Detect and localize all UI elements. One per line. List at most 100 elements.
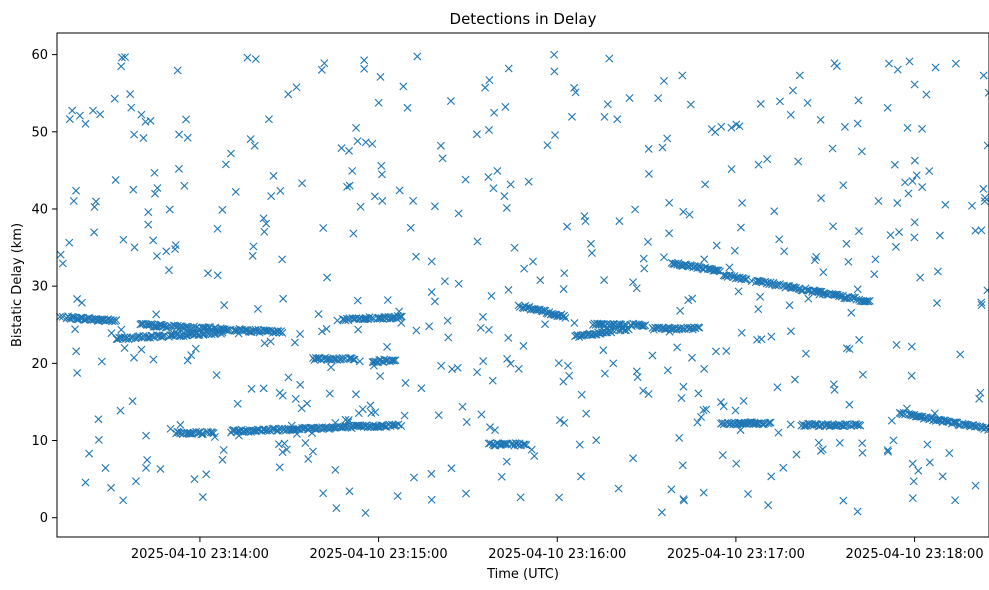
detection-marker (705, 264, 714, 273)
detection-marker (863, 297, 872, 306)
detection-marker (615, 217, 624, 226)
detection-marker (802, 286, 811, 295)
detection-marker (500, 439, 509, 448)
detection-marker (146, 116, 155, 125)
detection-marker (738, 198, 747, 207)
detection-marker (461, 175, 470, 184)
detection-marker (260, 339, 269, 348)
detection-marker (504, 333, 513, 342)
detection-marker (842, 344, 851, 353)
detection-marker (149, 236, 158, 245)
detection-marker (458, 402, 467, 411)
detection-marker (893, 199, 902, 208)
detection-marker (883, 103, 892, 112)
detection-marker (902, 404, 911, 413)
detection-marker (278, 448, 287, 457)
detection-marker (308, 447, 317, 456)
detection-marker (308, 428, 317, 437)
detection-marker (409, 473, 418, 482)
detection-marker (519, 440, 528, 449)
detection-marker (117, 62, 126, 71)
detection-marker (718, 451, 727, 460)
detection-marker (719, 402, 728, 411)
detection-marker (930, 409, 939, 418)
detection-marker (275, 388, 284, 397)
detection-marker (686, 100, 695, 109)
y-tick-label: 30 (31, 280, 48, 295)
detection-marker (884, 59, 893, 68)
detection-marker (520, 264, 529, 273)
detection-marker (233, 399, 242, 408)
detection-marker (950, 418, 959, 427)
detection-marker (90, 202, 99, 211)
detection-marker (296, 329, 305, 338)
detection-marker (968, 201, 976, 210)
detection-marker (982, 423, 989, 432)
detection-marker (925, 458, 934, 467)
detection-marker (144, 220, 153, 229)
detection-marker (701, 180, 710, 189)
detection-marker (247, 384, 256, 393)
detection-marker (832, 62, 841, 71)
detection-marker (266, 337, 275, 346)
detection-marker (481, 83, 490, 92)
detection-marker (331, 465, 340, 474)
detection-marker (89, 106, 98, 115)
detection-marker (766, 418, 775, 427)
detection-marker (910, 233, 919, 242)
detection-marker (804, 294, 813, 303)
detection-marker (935, 231, 944, 240)
detection-marker (430, 202, 439, 211)
detection-marker (234, 431, 243, 440)
detection-marker (504, 64, 513, 73)
detection-marker (951, 59, 960, 68)
detection-marker (676, 306, 685, 315)
detection-marker (267, 192, 276, 201)
detection-marker (344, 415, 353, 424)
detection-marker (908, 177, 917, 186)
detection-marker (854, 96, 863, 105)
detection-marker (945, 449, 954, 458)
detection-marker (345, 487, 354, 496)
detection-marker (522, 441, 531, 450)
detection-marker (560, 418, 569, 427)
detection-marker (472, 130, 481, 139)
detection-marker (918, 124, 927, 133)
detection-marker (915, 412, 924, 421)
detection-marker (817, 194, 826, 203)
detection-marker (779, 463, 788, 472)
detection-marker (380, 355, 389, 364)
detection-marker (853, 507, 862, 516)
detection-marker (166, 424, 175, 433)
detection-marker (367, 408, 376, 417)
detection-marker (116, 406, 125, 415)
detection-marker (124, 335, 133, 344)
detection-marker (268, 424, 277, 433)
detection-marker (640, 264, 649, 273)
detection-marker (81, 478, 90, 487)
detection-marker (639, 386, 648, 395)
detection-marker (183, 133, 192, 142)
detection-marker (914, 466, 923, 475)
detection-marker (529, 257, 537, 266)
detection-marker (353, 137, 362, 146)
detection-marker (767, 332, 776, 341)
detection-marker (680, 496, 689, 505)
detection-marker (284, 373, 293, 382)
detection-marker (206, 428, 215, 437)
detection-marker (314, 310, 323, 319)
detection-marker (971, 481, 980, 490)
detection-marker (403, 103, 412, 112)
detection-marker (427, 257, 436, 266)
detection-marker (576, 472, 585, 481)
detection-marker (716, 398, 725, 407)
detection-marker (889, 436, 898, 445)
detection-marker (220, 301, 229, 310)
detection-marker (592, 436, 601, 445)
detection-marker (291, 394, 300, 403)
detection-marker (925, 167, 934, 176)
detection-marker (846, 422, 855, 431)
detection-marker (393, 492, 402, 501)
detection-marker (156, 320, 165, 329)
detection-marker (477, 410, 486, 419)
